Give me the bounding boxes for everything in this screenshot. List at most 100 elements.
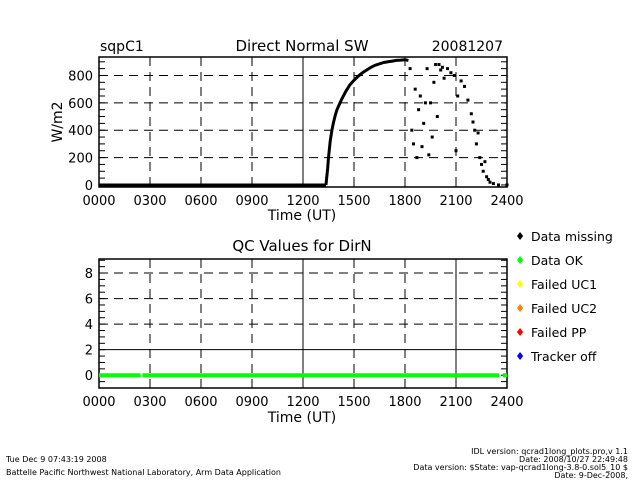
plot-frame bbox=[98, 56, 508, 188]
data-point bbox=[434, 63, 438, 67]
data-point bbox=[432, 80, 436, 84]
data-point bbox=[478, 156, 482, 160]
data-point bbox=[449, 71, 453, 75]
y-tick-label: 400 bbox=[68, 124, 93, 139]
legend-label: Failed PP bbox=[531, 325, 587, 340]
site-label: sqpC1 bbox=[100, 39, 144, 55]
x-tick-label: 0300 bbox=[133, 194, 166, 209]
data-point bbox=[425, 67, 429, 71]
data-point bbox=[415, 156, 419, 160]
data-point bbox=[408, 67, 412, 71]
y-tick-label: 800 bbox=[68, 69, 93, 84]
legend-label: Failed UC1 bbox=[531, 277, 597, 292]
data-point bbox=[463, 84, 466, 88]
data-point bbox=[413, 87, 417, 91]
y-tick-label: 2 bbox=[85, 344, 93, 359]
x-tick-label: 2400 bbox=[490, 194, 523, 209]
legend-label: Data missing bbox=[531, 229, 613, 244]
footer-idl-version: IDL version: qcrad1long_plots.pro,v 1.1 bbox=[471, 447, 628, 456]
plot-title: QC Values for DirN bbox=[232, 237, 371, 255]
y-axis-label: W/m2 bbox=[50, 101, 66, 142]
data-point bbox=[473, 128, 477, 132]
data-point bbox=[480, 162, 483, 166]
data-point bbox=[466, 98, 470, 102]
x-tick-label: 1200 bbox=[286, 194, 319, 209]
y-tick-label: 0 bbox=[85, 179, 93, 194]
data-point bbox=[427, 153, 431, 157]
y-tick-label: 600 bbox=[68, 97, 93, 112]
footer-timestamp: Tue Dec 9 07:43:19 2008 bbox=[5, 455, 107, 464]
data-point bbox=[442, 76, 446, 80]
data-point bbox=[410, 128, 414, 132]
x-tick-label: 2400 bbox=[490, 395, 523, 410]
x-tick-label: 0900 bbox=[235, 395, 268, 410]
legend-label: Data OK bbox=[531, 253, 584, 268]
x-tick-label: 0000 bbox=[82, 194, 115, 209]
x-tick-label: 1200 bbox=[286, 395, 319, 410]
date-label: 20081207 bbox=[432, 39, 503, 55]
x-tick-label: 1800 bbox=[388, 395, 421, 410]
y-tick-label: 0 bbox=[85, 369, 93, 384]
footer-data-version: Data version: $State: vap-qcrad1long-3.8… bbox=[413, 463, 628, 472]
dirn-plot: sqpC1 Direct Normal SW 20081207 W/m2 Tim… bbox=[50, 37, 524, 224]
y-tick-label: 6 bbox=[85, 293, 93, 308]
data-point bbox=[497, 183, 500, 187]
x-axis-label: Time (UT) bbox=[267, 208, 336, 224]
footer: Tue Dec 9 07:43:19 2008 Battelle Pacific… bbox=[5, 447, 628, 480]
legend-marker-icon: ♦ bbox=[515, 230, 525, 243]
x-tick-label: 0000 bbox=[82, 395, 115, 410]
x-tick-label: 1800 bbox=[388, 194, 421, 209]
x-tick-label: 0900 bbox=[235, 194, 268, 209]
data-point bbox=[486, 177, 490, 181]
legend-label: Failed UC2 bbox=[531, 301, 597, 316]
data-point bbox=[469, 112, 473, 116]
data-point bbox=[474, 142, 478, 146]
data-point bbox=[505, 183, 509, 187]
legend-label: Tracker off bbox=[530, 349, 597, 364]
data-point bbox=[488, 180, 492, 184]
data-point bbox=[452, 73, 456, 77]
legend-marker-icon: ♦ bbox=[515, 350, 525, 363]
data-point bbox=[412, 142, 415, 146]
data-point bbox=[422, 121, 426, 125]
data-point bbox=[481, 169, 485, 173]
x-tick-label: 0300 bbox=[133, 395, 166, 410]
data-point bbox=[420, 145, 424, 149]
y-tick-label: 200 bbox=[68, 152, 93, 167]
footer-organization: Battelle Pacific Northwest National Labo… bbox=[6, 468, 281, 477]
footer-idl-date: Date: 2008/10/27 22:49:48 bbox=[519, 455, 628, 464]
data-point bbox=[485, 175, 489, 179]
data-point bbox=[437, 63, 441, 67]
y-tick-label: 8 bbox=[85, 267, 93, 282]
data-point bbox=[491, 182, 495, 186]
y-tick-label: 4 bbox=[85, 318, 93, 333]
data-point bbox=[418, 94, 422, 98]
data-point bbox=[459, 79, 463, 83]
data-point bbox=[454, 149, 458, 153]
legend-marker-icon: ♦ bbox=[515, 278, 525, 291]
legend-marker-icon: ♦ bbox=[515, 326, 525, 339]
plot-frame bbox=[98, 258, 508, 389]
data-point bbox=[423, 101, 427, 105]
x-tick-label: 2100 bbox=[439, 194, 472, 209]
data-point bbox=[440, 65, 444, 69]
legend-marker-icon: ♦ bbox=[515, 254, 525, 267]
x-tick-label: 0600 bbox=[184, 194, 217, 209]
data-point bbox=[446, 67, 449, 71]
plot-title: Direct Normal SW bbox=[235, 37, 368, 55]
data-point bbox=[430, 135, 434, 139]
x-tick-label: 2100 bbox=[439, 395, 472, 410]
legend-marker-icon: ♦ bbox=[515, 302, 525, 315]
footer-data-date: Date: 9-Dec-2008, bbox=[554, 471, 628, 480]
data-point bbox=[417, 108, 421, 112]
x-axis-label: Time (UT) bbox=[267, 410, 336, 426]
data-point bbox=[429, 101, 432, 105]
x-tick-label: 1500 bbox=[337, 194, 370, 209]
data-point bbox=[456, 94, 460, 98]
data-point bbox=[439, 68, 443, 72]
data-point bbox=[471, 120, 475, 124]
data-line-clear bbox=[324, 58, 409, 186]
data-point bbox=[435, 115, 439, 119]
data-point bbox=[476, 131, 480, 135]
